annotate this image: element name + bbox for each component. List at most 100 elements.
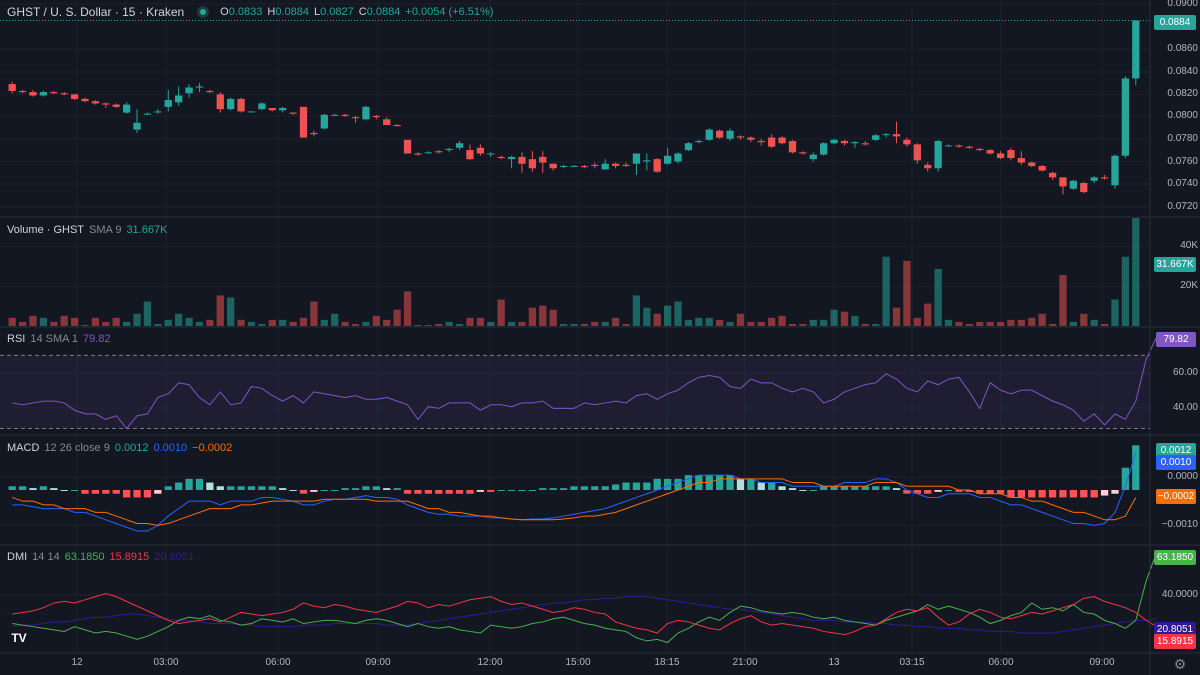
macd-histogram-bar: [1048, 490, 1057, 498]
candle-body: [1132, 20, 1140, 79]
volume-bar: [383, 319, 391, 326]
candle-body: [778, 137, 786, 144]
price-axis-label: 0.0740: [1167, 178, 1198, 189]
macd-histogram-bar: [112, 490, 120, 494]
candle-body: [1080, 183, 1088, 193]
macd-hist-tag: 0.0012: [1156, 443, 1196, 458]
macd-pane[interactable]: [8, 445, 1140, 532]
symbol-title[interactable]: GHST / U. S. Dollar · 15 · Kraken: [7, 5, 185, 19]
time-axis-label: 06:00: [988, 657, 1014, 668]
volume-bar: [70, 317, 79, 326]
candle-body: [497, 156, 505, 159]
candle-body: [91, 101, 100, 104]
macd-histogram-bar: [50, 488, 58, 490]
macd-histogram-bar: [39, 486, 48, 490]
tradingview-logo-icon[interactable]: TV: [11, 631, 27, 645]
macd-histogram-bar: [955, 490, 963, 492]
candle-body: [726, 130, 734, 139]
candle-body: [8, 84, 16, 91]
candle-body: [455, 143, 464, 148]
visibility-eye-icon[interactable]: [197, 6, 210, 18]
candle-body: [393, 125, 401, 127]
price-change: +0.0054 (+6.51%): [405, 6, 494, 18]
macd-histogram-bar: [591, 486, 599, 490]
volume-bar: [258, 323, 266, 326]
volume-bar: [632, 295, 641, 326]
dmi-adx-line: [12, 596, 1157, 634]
macd-histogram-bar: [549, 488, 557, 490]
candle-body: [424, 152, 432, 154]
rsi-pane[interactable]: [0, 336, 1158, 430]
candle-body: [102, 103, 110, 105]
price-pane[interactable]: [0, 19, 1150, 195]
volume-bar: [1100, 323, 1109, 326]
rsi-legend[interactable]: RSI 14 SMA 1 79.82: [7, 333, 111, 345]
volume-bar: [830, 309, 838, 326]
rsi-params: 14 SMA 1: [30, 333, 79, 345]
volume-bar: [1132, 218, 1140, 326]
volume-bar: [1080, 313, 1088, 326]
time-axis-label: 18:15: [654, 657, 680, 668]
volume-bar: [476, 317, 485, 326]
volume-bar: [414, 324, 422, 326]
volume-sma-label: SMA 9: [89, 224, 122, 236]
macd-histogram-bar: [1059, 490, 1067, 498]
settings-gear-icon[interactable]: ⚙: [1173, 656, 1187, 672]
candle-body: [476, 147, 485, 154]
volume-bar: [559, 323, 568, 326]
candle-body: [611, 163, 620, 166]
dmi-minus-line: [12, 592, 1157, 636]
macd-histogram-bar: [70, 490, 79, 491]
macd-histogram-bar: [81, 490, 89, 494]
candle-body: [123, 104, 131, 113]
volume-bar: [611, 317, 620, 326]
candle-body: [965, 146, 973, 148]
candle-body: [112, 104, 120, 107]
macd-histogram-bar: [29, 488, 37, 490]
candle-body: [851, 142, 859, 144]
macd-histogram-bar: [320, 490, 328, 491]
volume-bar: [695, 317, 703, 326]
candle-body: [445, 148, 453, 151]
macd-histogram-bar: [143, 490, 152, 498]
macd-legend[interactable]: MACD 12 26 close 9 0.0012 0.0010 −0.0002: [7, 442, 232, 454]
macd-histogram-bar: [507, 490, 516, 491]
volume-bar: [403, 291, 412, 326]
candle-body: [549, 163, 557, 169]
dmi-legend[interactable]: DMI 14 14 63.1850 15.8915 20.8051: [7, 551, 194, 563]
volume-bar: [268, 319, 276, 326]
volume-bar: [539, 305, 547, 326]
volume-bar: [674, 301, 682, 326]
volume-sma-value: 31.667K: [126, 224, 168, 236]
volume-bar: [216, 295, 224, 326]
macd-histogram-bar: [258, 486, 266, 490]
macd-histogram-bar: [372, 486, 380, 490]
macd-histogram-bar: [227, 486, 235, 490]
candle-body: [757, 140, 765, 143]
volume-bar: [279, 319, 287, 326]
volume-title: Volume · GHST: [7, 224, 85, 236]
volume-legend[interactable]: Volume · GHST SMA 9 31.667K: [7, 224, 167, 236]
candle-body: [18, 90, 27, 93]
dmi-pane[interactable]: [12, 552, 1158, 644]
macd-histogram-bar: [1038, 490, 1046, 498]
volume-bar: [684, 319, 693, 326]
macd-histogram-bar: [1017, 490, 1025, 498]
volume-bar: [81, 324, 89, 326]
candle-body: [892, 134, 901, 137]
macd-histogram-bar: [986, 490, 994, 494]
price-axis-label: 0.0820: [1167, 88, 1198, 99]
volume-bar: [726, 321, 734, 326]
candle-body: [227, 98, 235, 110]
macd-histogram-bar: [726, 475, 734, 490]
volume-bar: [123, 321, 131, 326]
candle-body: [39, 92, 48, 96]
volume-bar: [840, 311, 849, 326]
candle-body: [591, 164, 599, 166]
volume-bar: [289, 321, 297, 326]
macd-histogram-bar: [820, 486, 828, 490]
volume-pane[interactable]: [8, 218, 1140, 326]
macd-histogram-bar: [435, 490, 443, 494]
